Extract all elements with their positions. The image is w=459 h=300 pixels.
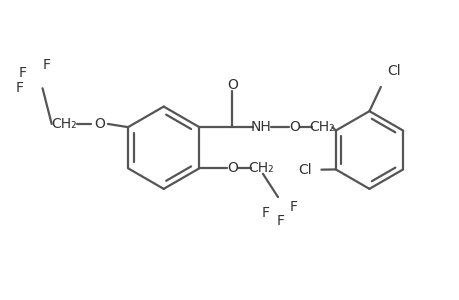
Text: CH₂: CH₂ <box>248 161 273 175</box>
Text: CH₂: CH₂ <box>309 120 335 134</box>
Text: CH₂: CH₂ <box>51 117 77 131</box>
Text: F: F <box>16 81 23 95</box>
Text: F: F <box>43 58 51 72</box>
Text: NH: NH <box>250 120 271 134</box>
Text: O: O <box>289 120 300 134</box>
Text: O: O <box>226 161 237 175</box>
Text: Cl: Cl <box>386 64 400 78</box>
Text: O: O <box>226 78 237 92</box>
Text: Cl: Cl <box>298 163 312 177</box>
Text: F: F <box>261 206 269 220</box>
Text: F: F <box>276 214 284 228</box>
Text: F: F <box>19 66 27 80</box>
Text: O: O <box>94 117 105 131</box>
Text: F: F <box>289 200 297 214</box>
